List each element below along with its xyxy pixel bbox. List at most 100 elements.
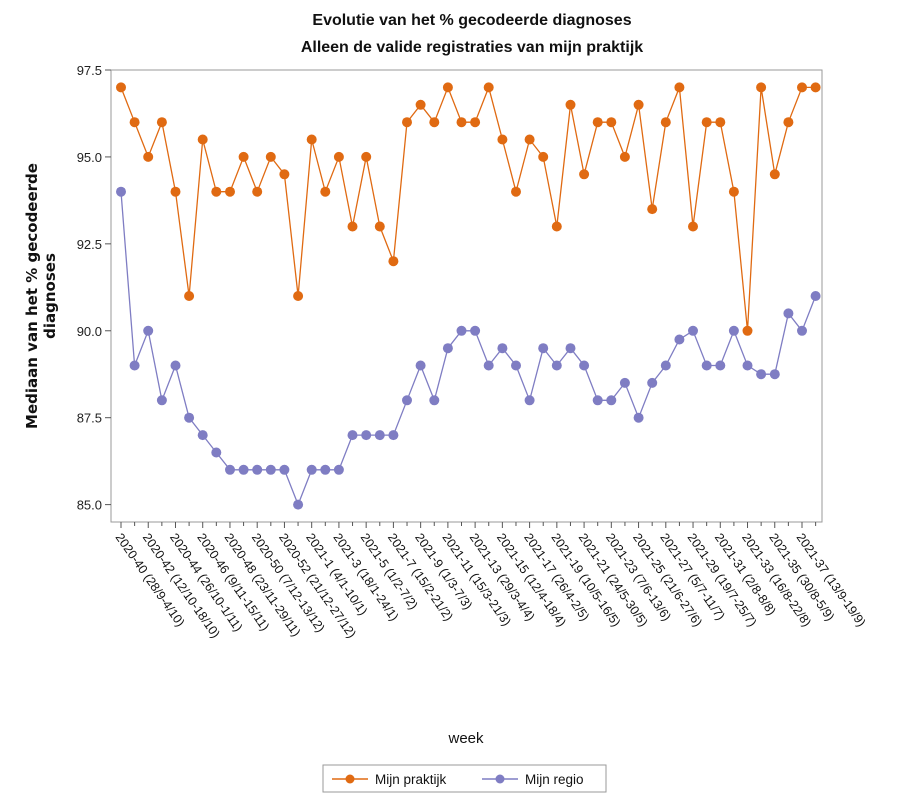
data-point-mijn-regio <box>688 325 698 336</box>
x-axis-label: week <box>447 730 484 747</box>
data-point-mijn-regio <box>442 343 453 354</box>
data-point-mijn-regio <box>184 412 195 423</box>
data-point-mijn-regio <box>415 360 426 371</box>
legend-item-mijn-regio: Mijn regio <box>482 772 584 787</box>
data-point-mijn-praktijk <box>429 117 440 128</box>
data-point-mijn-regio <box>170 360 181 371</box>
data-point-mijn-regio <box>129 360 140 371</box>
data-point-mijn-praktijk <box>647 204 658 215</box>
data-point-mijn-praktijk <box>497 134 508 145</box>
data-point-mijn-praktijk <box>129 117 140 128</box>
data-point-mijn-praktijk <box>783 117 794 128</box>
data-point-mijn-regio <box>647 377 658 388</box>
data-point-mijn-praktijk <box>674 82 685 93</box>
data-point-mijn-praktijk <box>660 117 671 128</box>
data-point-mijn-praktijk <box>306 134 317 145</box>
series-line-mijn-praktijk <box>120 85 816 331</box>
data-point-mijn-regio <box>565 343 576 354</box>
data-point-mijn-regio <box>728 325 739 336</box>
data-point-mijn-praktijk <box>742 325 753 336</box>
y-tick-label: 85.0 <box>77 498 102 513</box>
data-point-mijn-regio <box>252 464 263 475</box>
y-tick-label: 90.0 <box>77 324 102 339</box>
y-axis: 85.0 87.5 90.0 92.5 95.0 97.5 <box>77 63 111 513</box>
data-point-mijn-regio <box>143 325 154 336</box>
data-point-mijn-praktijk <box>116 82 126 93</box>
data-point-mijn-regio <box>592 395 603 406</box>
data-point-mijn-praktijk <box>442 82 453 93</box>
data-point-mijn-praktijk <box>333 151 344 162</box>
y-axis-label-line-1: Mediaan van het % gecodeerde <box>23 163 41 429</box>
data-point-mijn-praktijk <box>170 186 181 197</box>
data-point-mijn-praktijk <box>797 82 807 93</box>
data-point-mijn-regio <box>606 395 617 406</box>
data-point-mijn-regio <box>579 360 590 371</box>
data-point-mijn-regio <box>156 395 167 406</box>
data-point-mijn-regio <box>374 430 385 441</box>
data-point-mijn-praktijk <box>728 186 739 197</box>
data-point-mijn-regio <box>361 430 372 441</box>
data-point-mijn-praktijk <box>483 82 494 93</box>
data-point-mijn-praktijk <box>156 117 167 128</box>
data-point-mijn-regio <box>265 464 276 475</box>
legend-item-mijn-praktijk: Mijn praktijk <box>332 772 447 787</box>
legend-marker-mijn-regio <box>495 774 505 784</box>
data-point-mijn-regio <box>660 360 671 371</box>
data-point-mijn-regio <box>619 377 630 388</box>
data-point-mijn-praktijk <box>402 117 412 128</box>
data-point-mijn-regio <box>633 412 644 423</box>
chart-subtitle: Alleen de valide registraties van mijn p… <box>301 39 643 56</box>
y-tick-label: 87.5 <box>77 411 102 426</box>
data-point-mijn-regio <box>538 343 549 354</box>
data-point-mijn-praktijk <box>143 151 154 162</box>
data-point-mijn-praktijk <box>524 134 535 145</box>
data-point-mijn-regio <box>306 464 317 475</box>
data-point-mijn-regio <box>388 430 399 441</box>
data-point-mijn-regio <box>551 360 562 371</box>
data-point-mijn-praktijk <box>361 151 372 162</box>
data-point-mijn-praktijk <box>810 82 821 93</box>
series-line-mijn-regio <box>120 191 817 507</box>
data-point-mijn-regio <box>197 430 208 441</box>
data-point-mijn-praktijk <box>715 117 726 128</box>
data-point-mijn-regio <box>456 325 467 336</box>
data-point-mijn-regio <box>116 186 126 197</box>
data-point-mijn-regio <box>238 464 249 475</box>
y-tick-label: 97.5 <box>77 63 102 78</box>
chart-title: Evolutie van het % gecodeerde diagnoses <box>312 12 631 29</box>
data-point-mijn-praktijk <box>184 291 195 301</box>
data-point-mijn-praktijk <box>619 151 630 162</box>
data-point-mijn-praktijk <box>470 117 481 128</box>
data-point-mijn-regio <box>524 395 535 406</box>
data-point-mijn-regio <box>756 369 767 380</box>
legend-label-mijn-praktijk: Mijn praktijk <box>375 772 447 787</box>
data-point-mijn-praktijk <box>592 117 603 128</box>
y-axis-label-line-2: diagnoses <box>41 253 59 339</box>
series-layer <box>116 82 821 510</box>
data-point-mijn-regio <box>211 447 222 458</box>
data-point-mijn-regio <box>402 395 412 406</box>
data-point-mijn-regio <box>783 308 794 319</box>
data-point-mijn-praktijk <box>265 151 276 162</box>
data-point-mijn-regio <box>320 464 331 475</box>
data-point-mijn-praktijk <box>688 221 698 232</box>
legend-label-mijn-regio: Mijn regio <box>525 772 584 787</box>
data-point-mijn-praktijk <box>225 186 235 197</box>
data-point-mijn-praktijk <box>197 134 208 145</box>
data-point-mijn-praktijk <box>756 82 767 93</box>
data-point-mijn-praktijk <box>388 256 399 267</box>
data-point-mijn-praktijk <box>320 186 331 197</box>
data-point-mijn-praktijk <box>633 99 644 110</box>
data-point-mijn-regio <box>225 464 235 475</box>
data-point-mijn-regio <box>797 325 807 336</box>
data-point-mijn-praktijk <box>551 221 562 232</box>
legend-marker-mijn-praktijk <box>345 774 355 784</box>
data-point-mijn-regio <box>511 360 521 371</box>
data-point-mijn-regio <box>701 360 712 371</box>
data-point-mijn-praktijk <box>538 151 549 162</box>
plot-frame <box>110 69 823 523</box>
data-point-mijn-regio <box>347 430 358 441</box>
data-point-mijn-regio <box>715 360 726 371</box>
data-point-mijn-regio <box>674 334 685 345</box>
